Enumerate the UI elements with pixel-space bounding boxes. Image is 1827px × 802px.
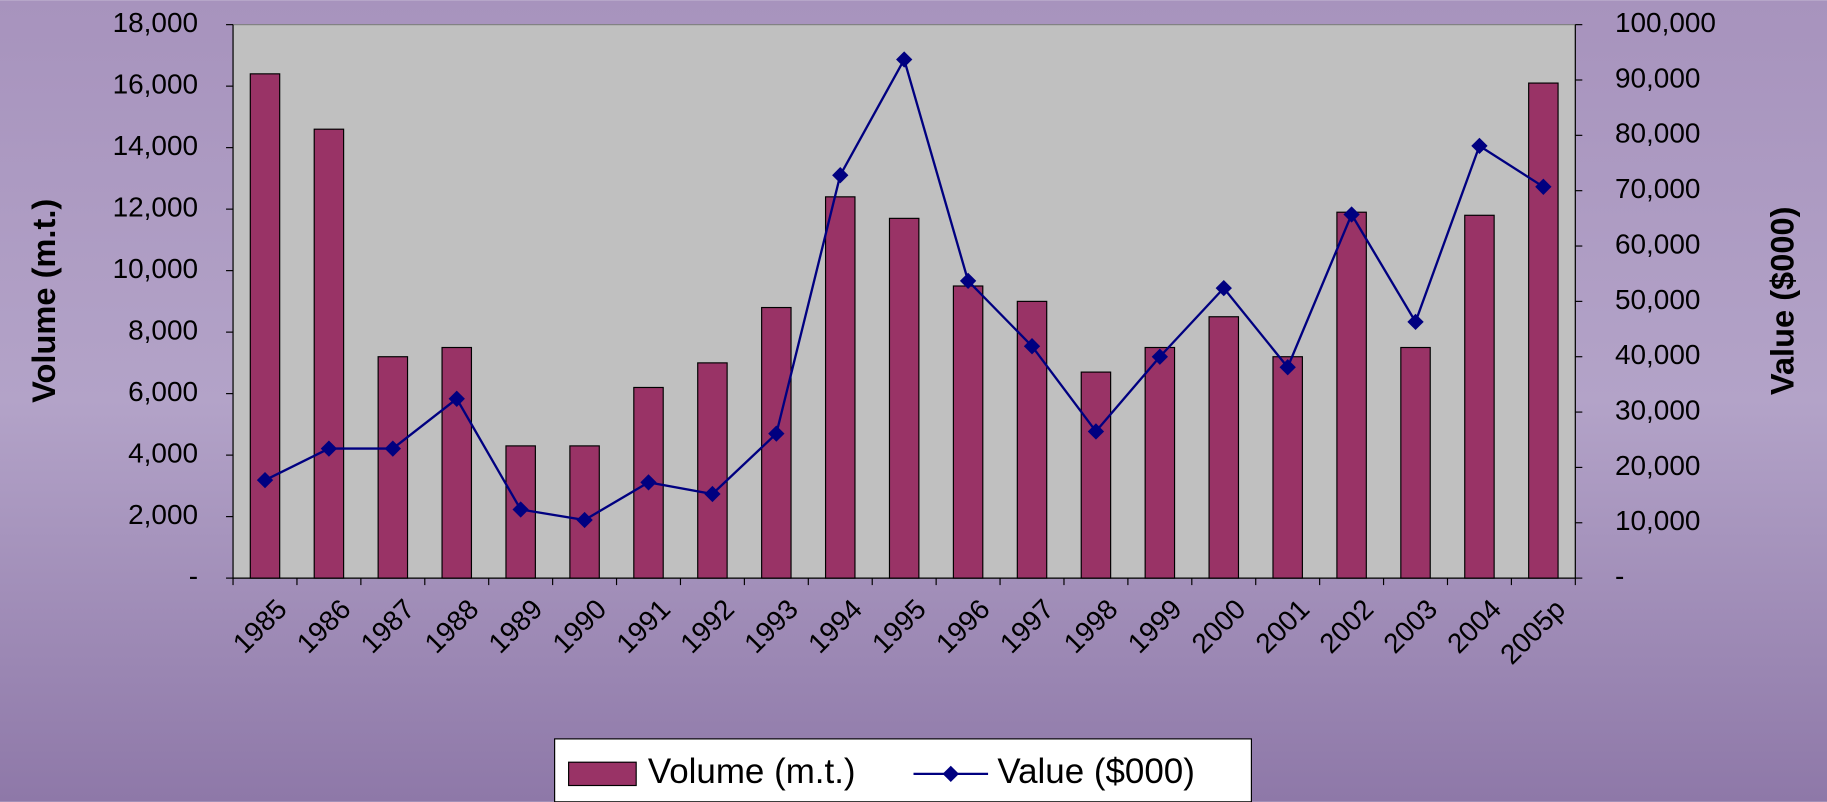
marker <box>1279 359 1296 376</box>
bar <box>1528 82 1559 579</box>
marker <box>896 51 913 68</box>
bar <box>1272 356 1303 579</box>
y-tick-label: 16,000 <box>113 69 198 100</box>
y-tick-label: 14,000 <box>113 130 198 161</box>
bar <box>1464 214 1495 579</box>
marker <box>1343 206 1360 223</box>
y-tick-label: 4,000 <box>128 438 198 469</box>
bar <box>377 356 409 579</box>
y2-tick-label: 60,000 <box>1615 228 1701 259</box>
y2-tick-label: 90,000 <box>1615 62 1701 93</box>
marker <box>959 272 977 290</box>
bar <box>441 346 473 579</box>
y-tick-label: - <box>189 560 198 591</box>
marker <box>384 440 401 457</box>
bar <box>697 362 728 579</box>
y-tick-label: 2,000 <box>128 499 198 530</box>
bar <box>888 217 920 579</box>
y2-tick-label: 40,000 <box>1615 339 1701 370</box>
y2-tick-label: 100,000 <box>1615 7 1716 38</box>
bar <box>824 196 856 579</box>
y-axis-label: Volume (m.t.) <box>25 199 62 403</box>
y-tick-label: 10,000 <box>113 253 198 284</box>
legend-marker <box>942 765 959 783</box>
marker <box>768 425 785 442</box>
marker <box>320 440 338 457</box>
marker <box>448 390 465 407</box>
y-tick-label: 12,000 <box>113 192 198 223</box>
legend-swatch <box>568 761 637 787</box>
y-tick-label: 8,000 <box>128 315 198 346</box>
bar <box>952 285 984 579</box>
marker <box>704 485 721 503</box>
legend-label: Value ($000) <box>997 752 1194 791</box>
marker <box>256 471 274 489</box>
marker <box>1087 423 1105 440</box>
legend <box>554 738 1252 802</box>
legend-label: Volume (m.t.) <box>648 752 856 791</box>
marker <box>832 167 849 184</box>
marker <box>1471 137 1488 155</box>
marker <box>1407 313 1424 331</box>
marker <box>1215 279 1232 297</box>
marker <box>640 474 657 491</box>
y2-tick-label: 70,000 <box>1615 173 1701 204</box>
y2-tick-label: 30,000 <box>1615 394 1701 425</box>
bar <box>1336 211 1367 579</box>
marker <box>1535 178 1552 195</box>
y-tick-label: 6,000 <box>128 376 198 407</box>
bar <box>1208 316 1240 579</box>
bar <box>249 73 281 579</box>
marker <box>1151 348 1169 365</box>
bar <box>1400 346 1431 579</box>
bar <box>313 128 345 579</box>
y2-tick-label: - <box>1615 560 1624 591</box>
y2-tick-label: 10,000 <box>1615 505 1701 536</box>
bar <box>1144 346 1176 579</box>
marker <box>512 501 529 518</box>
y-tick-label: 18,000 <box>113 7 198 38</box>
y2-tick-label: 20,000 <box>1615 450 1701 481</box>
y2-tick-label: 80,000 <box>1615 118 1701 149</box>
bar <box>1080 371 1112 579</box>
y2-tick-label: 50,000 <box>1615 284 1701 315</box>
y2-axis-label: Value ($000) <box>1764 207 1801 396</box>
